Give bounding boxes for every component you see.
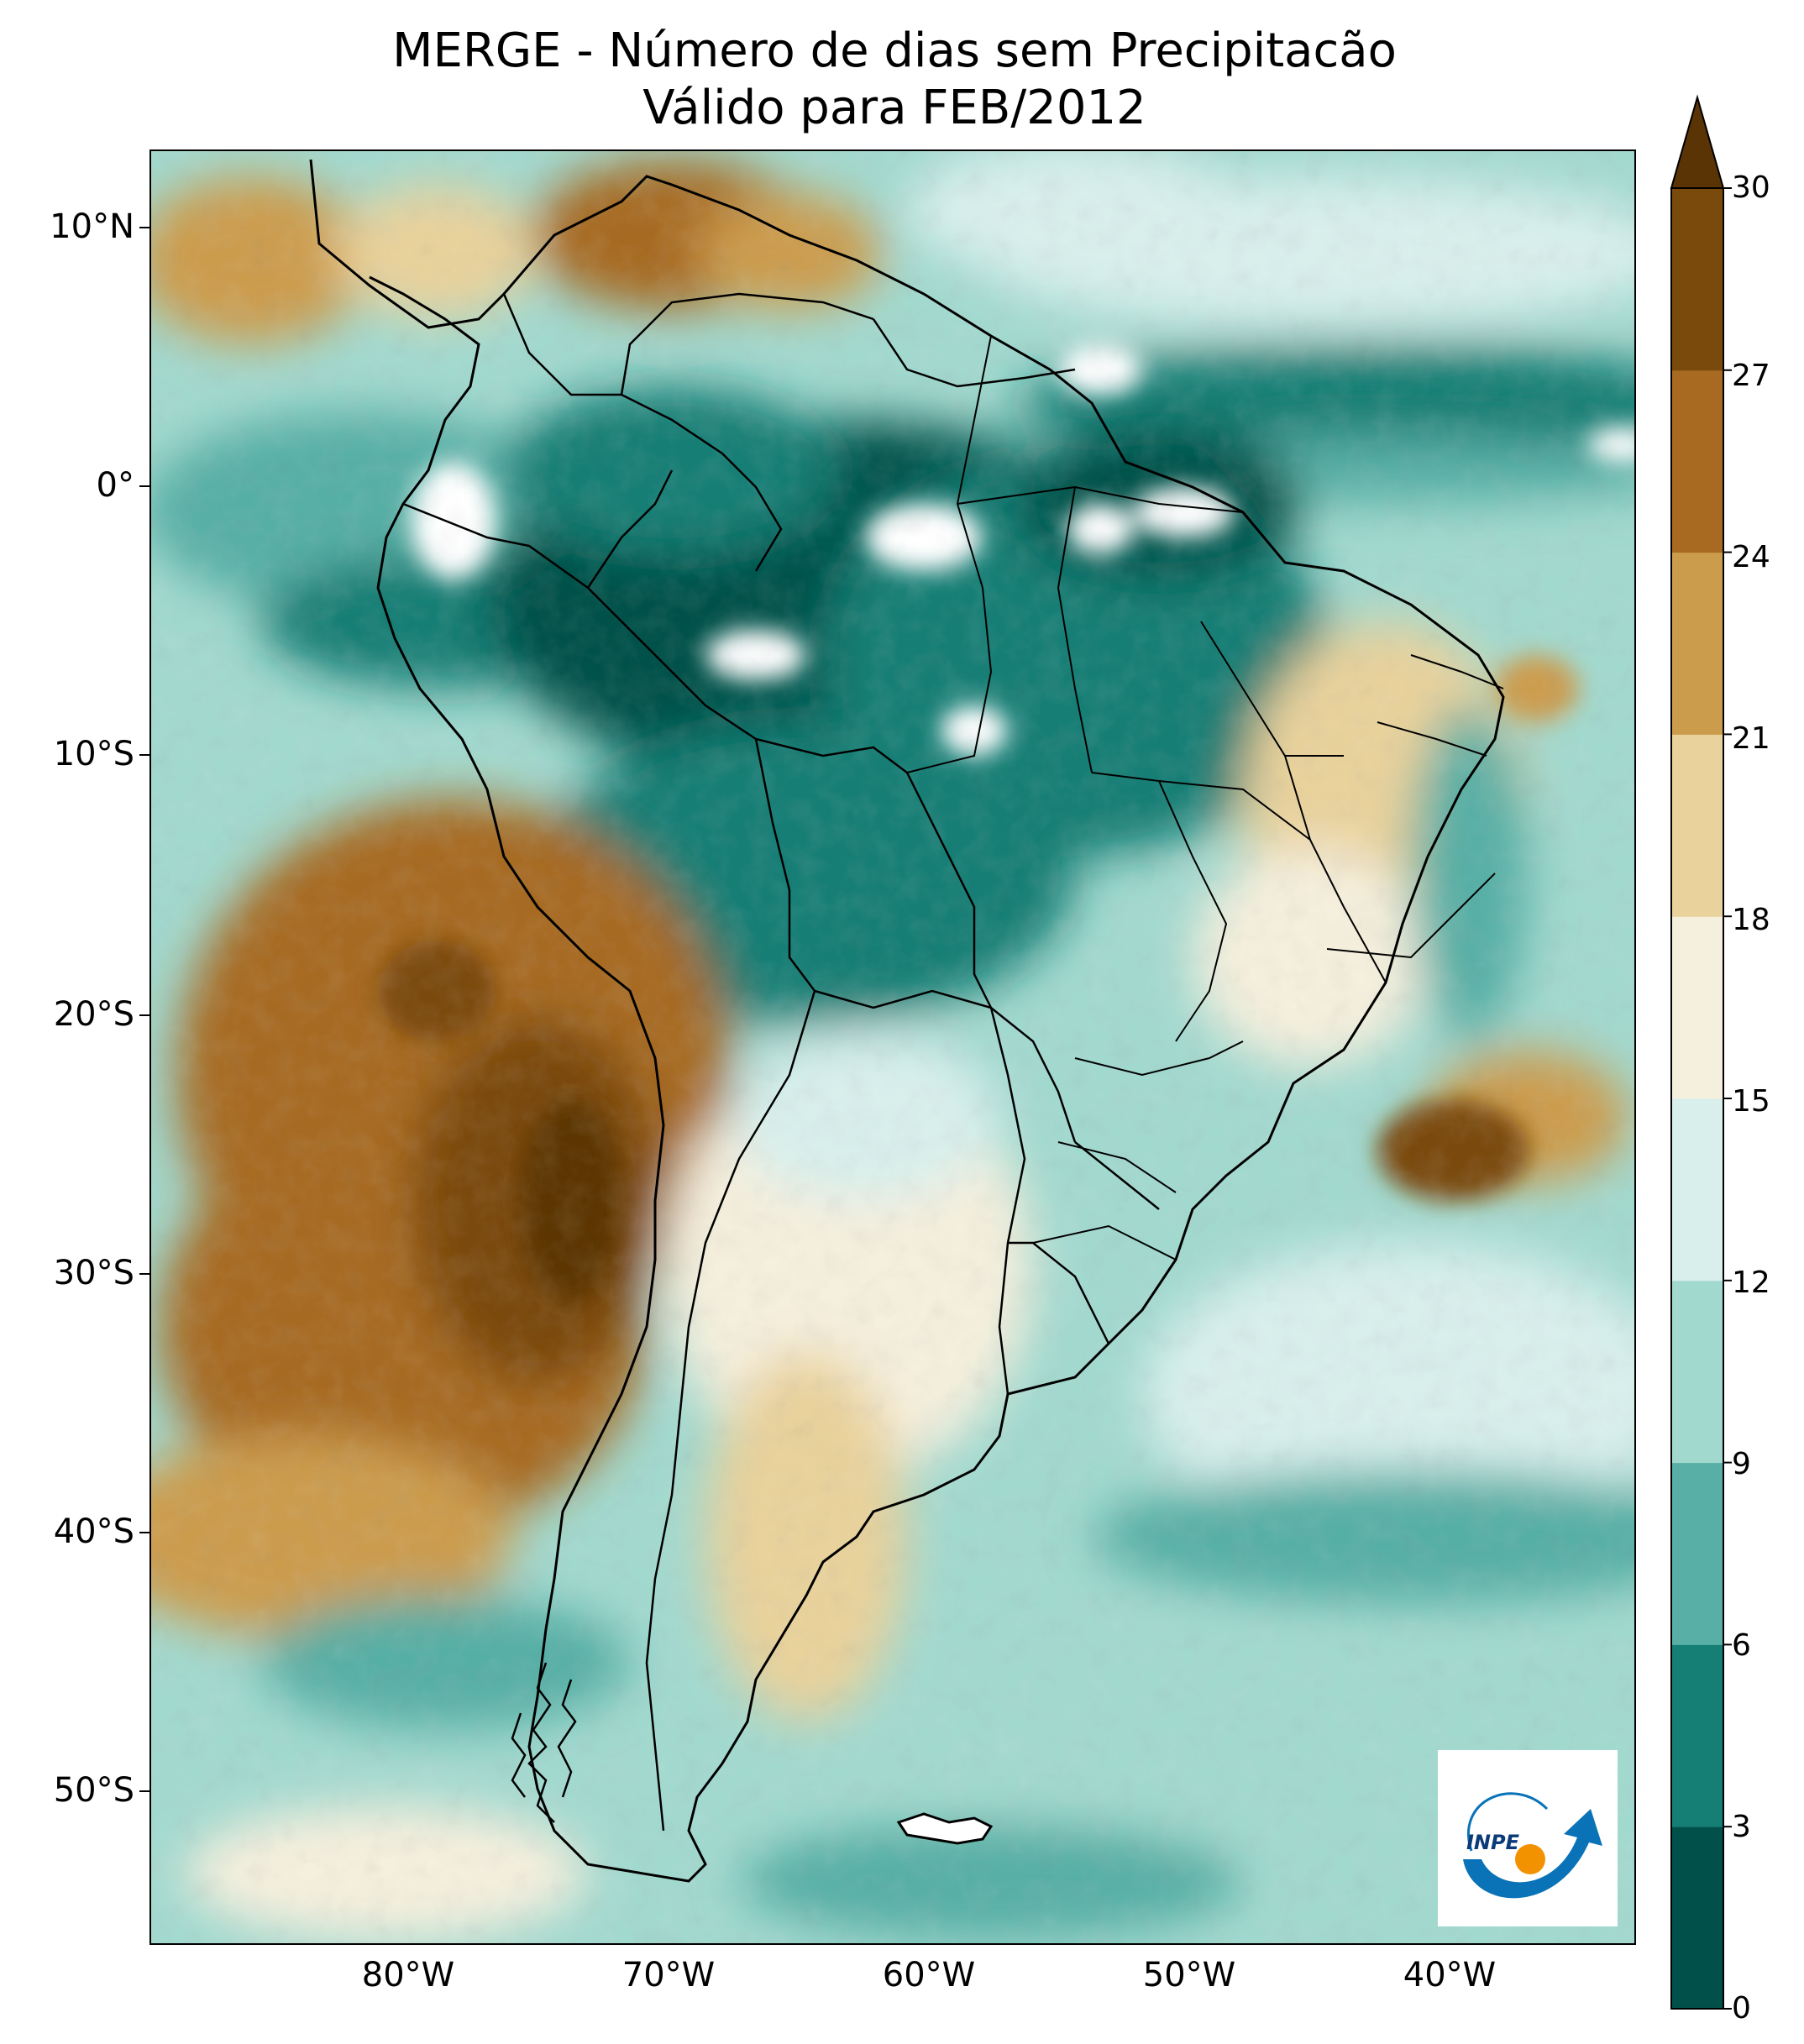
colorbar-tick-label: 21 [1732,721,1770,756]
lat-label-10s: 10°S [53,735,134,773]
lat-tick [139,754,149,756]
lon-label-50w: 50°W [1142,1956,1236,1994]
colorbar-segment [1671,1462,1723,1645]
state-borders [906,335,1504,1260]
lon-label-70w: 70°W [621,1956,716,1994]
colorbar-extend-arrow [1670,94,1725,189]
colorbar-frame [1670,187,1724,2010]
lat-tick [139,1014,149,1016]
lat-label-10n: 10°N [50,207,134,246]
chile-archipelago [511,1662,577,1823]
colorbar-tick-label: 3 [1732,1810,1751,1844]
colorbar-segment [1671,1826,1723,2010]
map-title: MERGE - Número de dias sem Precipitacão [392,24,1397,78]
inpe-logo: INPE [1438,1750,1618,1926]
colorbar-segment [1671,369,1723,553]
colorbar-tick-label: 12 [1732,1266,1770,1300]
colorbar-tick-label: 0 [1732,1991,1751,2026]
colorbar-segment [1671,1280,1723,1464]
falkland-islands [896,1812,994,1845]
lat-tick [139,1790,149,1792]
lat-label-30s: 30°S [53,1254,134,1292]
lat-tick [139,227,149,228]
colorbar-segment [1671,734,1723,917]
colorbar-segment [1671,552,1723,735]
country-borders [402,292,1160,1832]
colorbar-tick-label: 24 [1732,540,1770,574]
map-canvas [151,151,1634,1943]
lat-label-0: 0° [96,466,134,505]
lon-label-40w: 40°W [1403,1956,1497,1994]
colorbar-segment [1671,188,1723,371]
logo-arrow-icon [1463,1809,1602,1899]
colorbar-segment [1671,916,1723,1099]
lat-tick [139,1273,149,1275]
colorbar-segment [1671,1644,1723,1827]
colorbar-tick-label: 9 [1732,1447,1751,1481]
colorbar-tick-label: 27 [1732,359,1770,393]
colorbar-tick-label: 6 [1732,1628,1751,1663]
lat-label-20s: 20°S [53,995,134,1034]
map-subtitle: Válido para FEB/2012 [642,81,1146,135]
logo-orbit-icon [1467,1792,1549,1852]
lat-label-50s: 50°S [53,1771,134,1810]
lat-tick [139,1532,149,1533]
colorbar-segment [1671,1098,1723,1281]
colorbar-tick-label: 18 [1732,903,1770,937]
logo-text: INPE [1466,1831,1520,1854]
lon-label-60w: 60°W [882,1956,976,1994]
colorbar-tick-label: 15 [1732,1084,1770,1119]
lon-label-80w: 80°W [361,1956,455,1994]
logo-orange-dot-icon [1515,1844,1545,1874]
map-panel [149,149,1636,1945]
lat-tick [139,485,149,487]
lat-label-40s: 40°S [53,1512,134,1551]
coastline [309,159,1505,1883]
colorbar-tick-label: 30 [1732,170,1770,205]
